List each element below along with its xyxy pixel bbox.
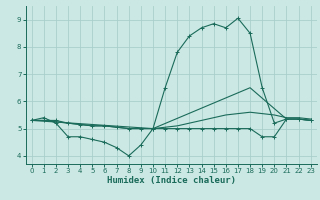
- X-axis label: Humidex (Indice chaleur): Humidex (Indice chaleur): [107, 176, 236, 185]
